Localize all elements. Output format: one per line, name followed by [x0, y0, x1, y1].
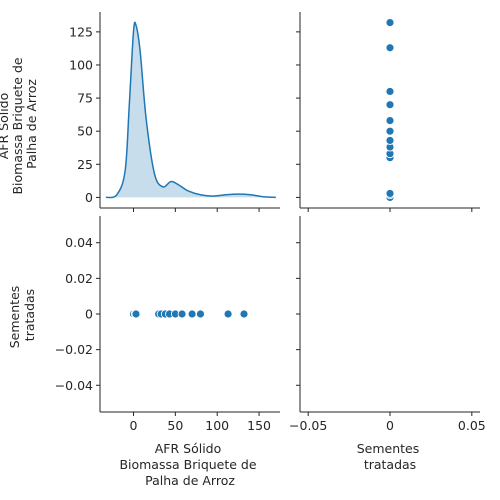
br-xtick-label: 0.05 — [458, 418, 486, 433]
bl-ytick-label: 0.04 — [65, 235, 93, 250]
scatter-point — [385, 87, 395, 96]
bl-xtick-label: 100 — [205, 418, 229, 433]
kde-line — [105, 21, 276, 199]
scatter-point — [385, 116, 395, 125]
bl-ytick-label: −0.04 — [55, 378, 93, 393]
bl-ytick-label: 0 — [85, 307, 93, 322]
br-xtick-label: 0 — [386, 418, 394, 433]
tl-ytick-label: 125 — [69, 24, 93, 39]
xlabel-sementes: Sementes tratadas — [357, 441, 424, 472]
scatter-point — [385, 136, 395, 145]
bl-xtick-label: 0 — [130, 418, 138, 433]
tl-ytick-label: 0 — [85, 190, 93, 205]
scatter-point — [187, 309, 197, 319]
tl-ytick-label: 100 — [69, 57, 93, 72]
kde-fill-area — [105, 22, 276, 198]
tl-ytick-label: 75 — [77, 91, 93, 106]
bl-ytick-label: 0.02 — [65, 271, 93, 286]
ylabel-sementes: Sementes tratadas — [7, 282, 37, 349]
br-xtick-label: −0.05 — [289, 418, 327, 433]
scatter-point — [385, 43, 395, 53]
bl-xtick-label: 150 — [247, 418, 271, 433]
tl-ytick-label: 25 — [77, 157, 93, 172]
scatter-point — [385, 189, 395, 198]
ylabel-afr: AFR Sólido Biomassa Briquete de Palha de… — [0, 53, 39, 194]
panel-kde-afr: 0 25 50 75 100 125 — [69, 12, 280, 212]
scatter-point — [223, 309, 233, 319]
scatter-point — [385, 100, 395, 110]
panel-empty-sementes: −0.05 0 0.05 — [289, 216, 486, 433]
scatter-point — [385, 18, 395, 27]
scatter-point — [385, 126, 395, 136]
panel-scatter-afr-vs-sementes: −0.04 −0.02 0 0.02 0.04 0 50 100 150 — [55, 216, 280, 433]
bl-ytick-label: −0.02 — [55, 342, 93, 357]
scatter-point — [177, 309, 187, 319]
bl-xtick-label: 50 — [167, 418, 183, 433]
scatter-point — [196, 309, 205, 319]
xlabel-afr: AFR Sólido Biomassa Briquete de Palha de… — [119, 441, 260, 488]
scatter-point — [239, 309, 249, 319]
panel-scatter-sementes-vs-afr — [296, 12, 480, 212]
scatter-point — [131, 309, 141, 319]
tl-ytick-label: 50 — [77, 124, 93, 139]
